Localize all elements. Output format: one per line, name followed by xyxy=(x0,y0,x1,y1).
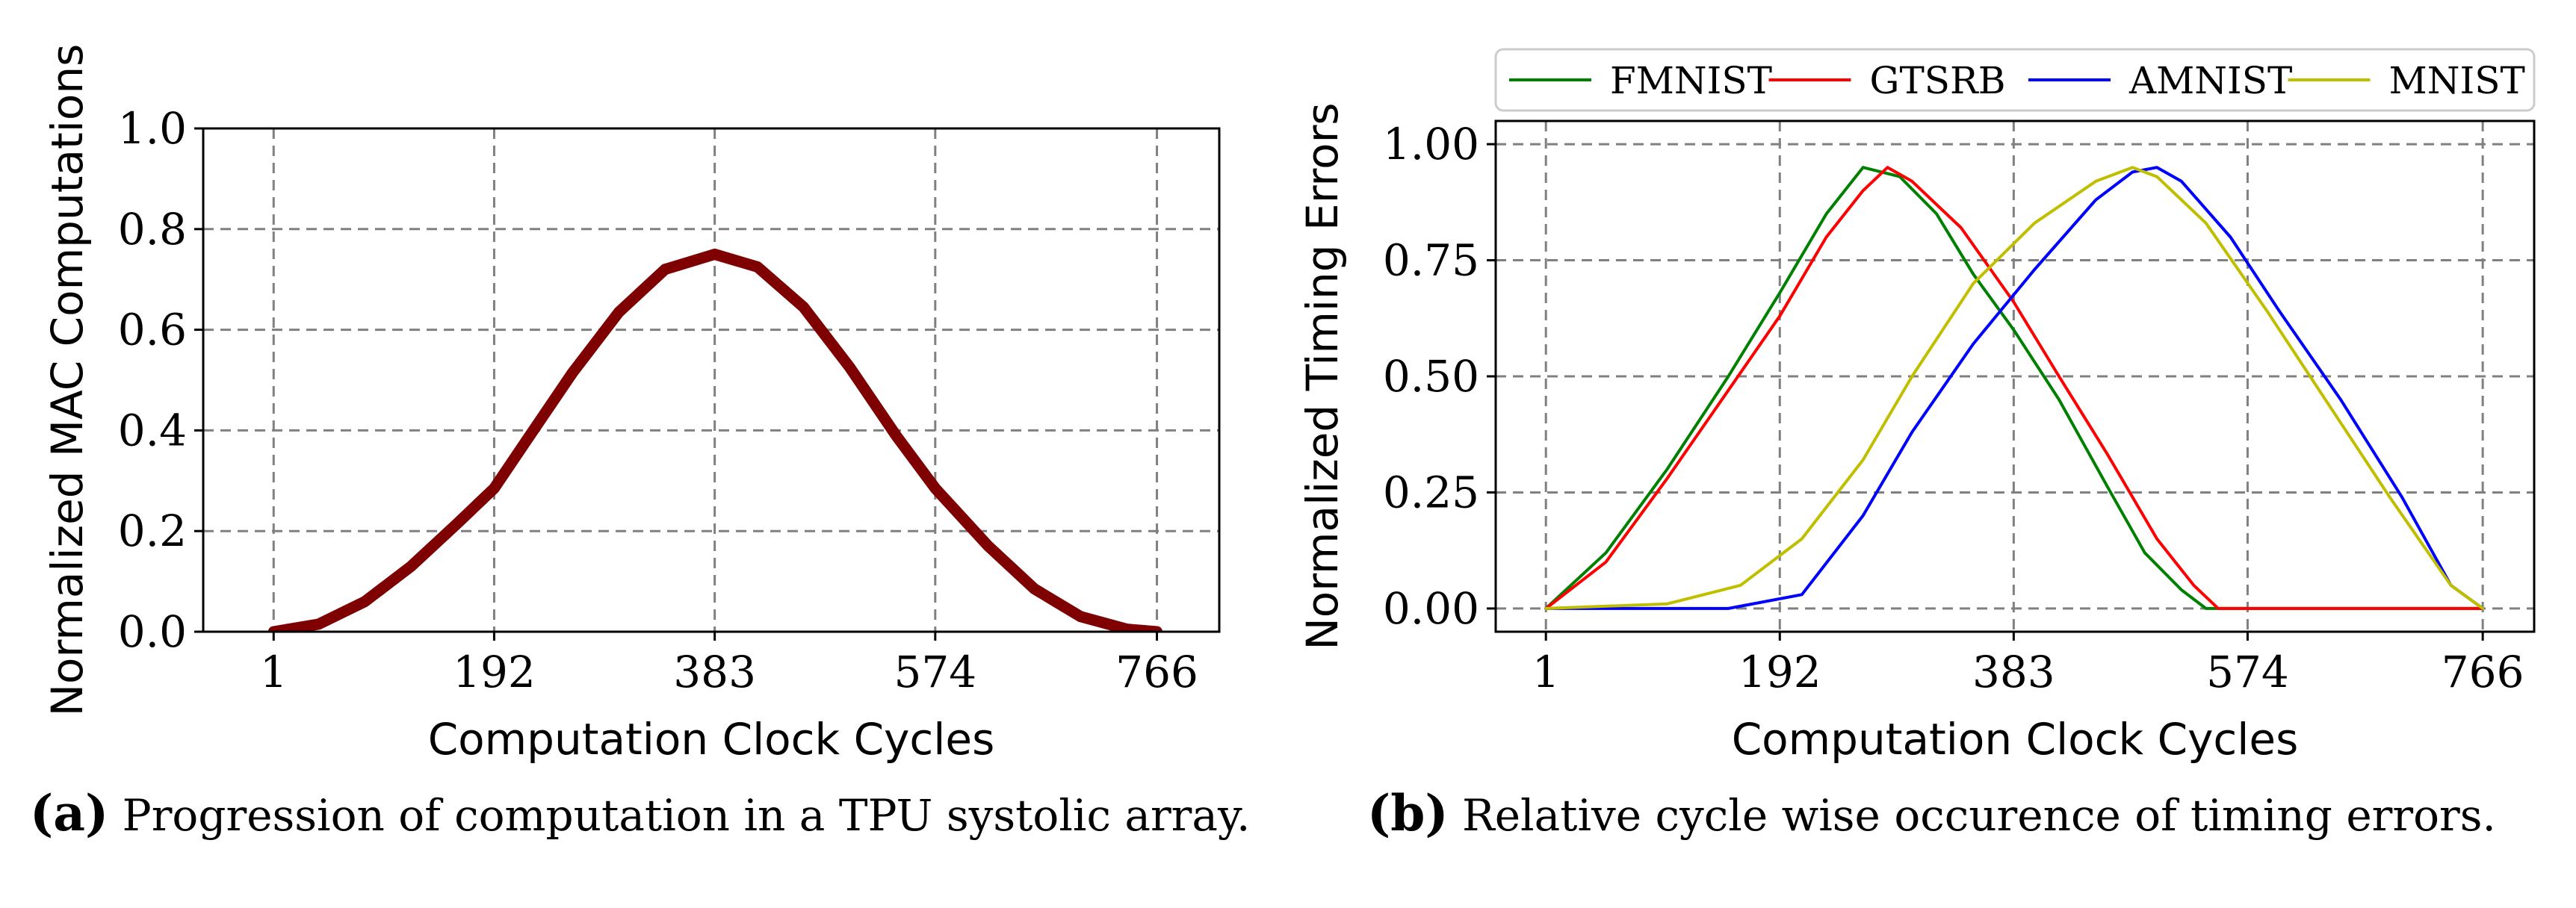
series-line-mnist xyxy=(1544,166,2485,610)
legend-label-gtsrb: GTSRB xyxy=(1870,59,2006,102)
legend-label-amnist: AMNIST xyxy=(2128,59,2292,102)
x-tick-label: 383 xyxy=(673,647,756,697)
caption-a-text: Progression of computation in a TPU syst… xyxy=(122,790,1251,841)
caption-b: (b) Relative cycle wise occurence of tim… xyxy=(1367,784,2496,842)
y-tick-label: 0.0 xyxy=(118,606,187,657)
series-line-mac-computations xyxy=(267,249,1162,632)
legend-label-fmnist: FMNIST xyxy=(1610,59,1772,102)
y-tick-label: 0.75 xyxy=(1383,235,1479,286)
y-tick-label: 0.25 xyxy=(1383,467,1479,517)
x-tick-label: 766 xyxy=(1115,647,1198,697)
series-line-gtsrb xyxy=(1544,166,2485,610)
y-axis-label: Normalized Timing Errors xyxy=(1297,102,1348,650)
y-tick-label: 1.00 xyxy=(1383,119,1479,170)
x-tick-label: 574 xyxy=(894,647,976,697)
series-line-fmnist xyxy=(1544,166,2485,610)
y-tick-label: 0.6 xyxy=(118,305,187,355)
y-tick-label: 0.50 xyxy=(1383,351,1479,402)
legend-box xyxy=(1494,48,2536,112)
caption-b-text: Relative cycle wise occurence of timing … xyxy=(1462,790,2496,841)
y-axis-label: Normalized MAC Computations xyxy=(42,44,93,717)
x-tick-label: 1 xyxy=(1532,647,1560,697)
plot-frame xyxy=(202,127,1221,633)
chart-a: 1 192 383 574 766 0.0 0.2 0.4 0.6 0.8 1.0 Computati… xyxy=(42,44,1221,765)
x-tick-label: 192 xyxy=(453,647,536,697)
x-tick-label: 383 xyxy=(1972,647,2055,697)
caption-a: (a) Progression of computation in a TPU … xyxy=(30,784,1250,842)
x-tick-label: 1 xyxy=(260,647,288,697)
y-tick-label: 0.4 xyxy=(118,405,187,455)
y-tick-label: 0.2 xyxy=(118,506,187,556)
series-line-amnist xyxy=(1544,166,2485,610)
legend-label-mnist: MNIST xyxy=(2389,59,2525,102)
caption-a-label: (a) xyxy=(30,784,109,842)
caption-b-label: (b) xyxy=(1367,784,1449,842)
y-tick-label: 0.00 xyxy=(1383,583,1479,634)
x-axis-label: Computation Clock Cycles xyxy=(1732,714,2299,765)
chart-b: 1 192 383 574 766 0.00 0.25 0.50 0.75 1.00 Computa… xyxy=(1297,48,2536,765)
y-tick-label: 0.8 xyxy=(118,204,187,255)
y-tick-label: 1.0 xyxy=(118,103,187,154)
x-axis-label: Computation Clock Cycles xyxy=(428,714,995,765)
x-tick-label: 766 xyxy=(2442,647,2524,697)
x-tick-label: 574 xyxy=(2206,647,2289,697)
x-tick-label: 192 xyxy=(1739,647,1821,697)
